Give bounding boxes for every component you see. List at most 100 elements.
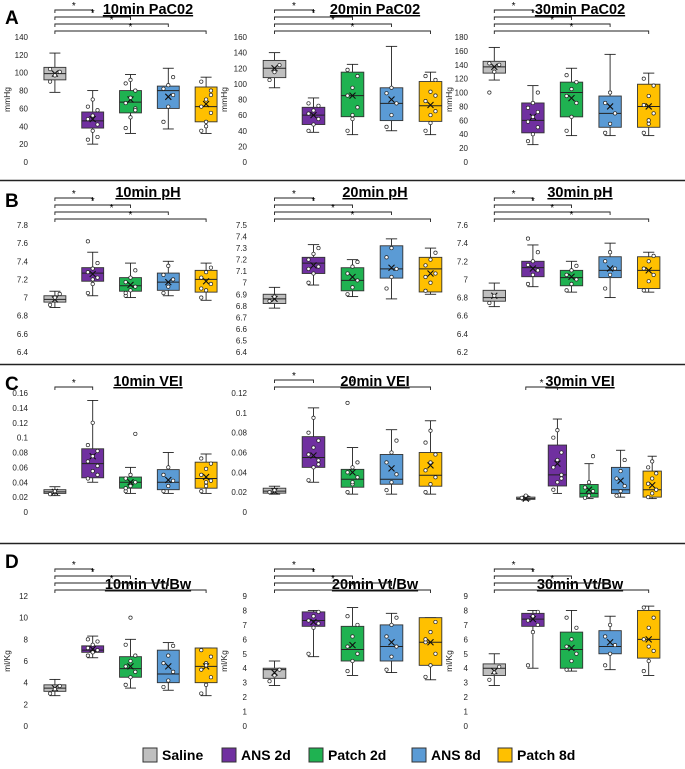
chart-10: 10min Vt/Bw 0 2 4 6 8 10 12 ml/Kg * * * * xyxy=(2,560,218,731)
data-point xyxy=(650,476,655,481)
data-point xyxy=(345,490,350,495)
significance-bracket: * xyxy=(54,189,94,201)
box-ans-8d xyxy=(156,260,180,297)
y-axis-label: mmHg xyxy=(2,87,12,112)
data-point xyxy=(128,675,133,680)
mean-marker xyxy=(349,92,356,99)
y-tick-label: 7.5 xyxy=(236,221,248,230)
data-point xyxy=(535,622,540,627)
data-point xyxy=(90,650,95,655)
data-point xyxy=(133,88,138,93)
mean-marker xyxy=(310,452,317,459)
y-tick-label: 6.4 xyxy=(17,348,29,357)
data-point xyxy=(123,290,128,296)
data-point xyxy=(530,272,535,277)
data-point xyxy=(423,468,428,473)
data-point xyxy=(161,489,166,494)
y-tick-label: 7 xyxy=(243,621,248,630)
significance-bracket: * xyxy=(54,210,207,222)
significance-star: * xyxy=(570,581,574,592)
data-point xyxy=(345,644,350,649)
data-point xyxy=(48,691,53,696)
data-point xyxy=(90,113,95,118)
data-point xyxy=(582,485,588,490)
data-point xyxy=(199,275,204,280)
significance-star: * xyxy=(312,196,316,207)
box-patch-8d xyxy=(194,647,218,697)
box-body xyxy=(482,663,506,676)
data-point xyxy=(57,683,62,688)
legend-swatch-patch-2d xyxy=(308,747,324,763)
mean-marker xyxy=(271,64,278,72)
significance-star: * xyxy=(110,203,114,214)
bracket-line xyxy=(493,23,611,27)
data-point xyxy=(171,478,176,483)
y-tick-label: 7.1 xyxy=(236,267,248,276)
data-point xyxy=(651,272,656,277)
data-point xyxy=(433,619,438,625)
box-ans-2d xyxy=(301,244,326,286)
y-tick-label: 2 xyxy=(24,700,29,709)
significance-star: * xyxy=(570,210,574,221)
significance-star: * xyxy=(129,210,133,221)
data-point xyxy=(171,75,176,80)
chart-12: 30min Vt/Bw 0 1 2 3 4 5 6 7 8 9 ml/Kg * * * * xyxy=(444,560,661,731)
box-saline xyxy=(43,290,67,308)
significance-bracket: * xyxy=(493,1,534,13)
mean-marker xyxy=(164,663,172,670)
data-point xyxy=(492,69,497,74)
data-point xyxy=(199,128,204,133)
data-point xyxy=(306,128,311,133)
mean-marker xyxy=(648,481,656,489)
data-point xyxy=(128,77,133,82)
box-ans-8d xyxy=(379,238,404,300)
data-point xyxy=(603,259,608,264)
y-tick-label: 5 xyxy=(464,650,469,659)
bracket-line xyxy=(54,211,169,215)
mean-marker xyxy=(127,281,134,289)
chart-title: 30min VEI xyxy=(545,374,614,390)
box-ans-8d xyxy=(610,449,631,498)
chart-title: 10min Vt/Bw xyxy=(105,577,192,593)
box-patch-8d xyxy=(637,251,661,293)
data-point xyxy=(530,630,535,635)
data-point xyxy=(95,639,100,644)
data-point xyxy=(433,93,438,98)
data-point xyxy=(612,111,618,116)
data-point xyxy=(48,79,53,84)
mean-marker xyxy=(310,618,317,626)
data-point xyxy=(133,480,138,485)
data-point xyxy=(204,480,209,485)
box-patch-8d xyxy=(418,247,443,295)
significance-star: * xyxy=(292,1,296,12)
mean-marker xyxy=(427,462,434,469)
data-point xyxy=(603,663,608,668)
bracket-line xyxy=(493,568,534,572)
significance-star: * xyxy=(331,574,335,585)
significance-star: * xyxy=(91,196,95,207)
mean-marker xyxy=(427,638,434,646)
mean-marker xyxy=(388,264,395,272)
mean-marker xyxy=(606,265,614,272)
data-point xyxy=(608,272,613,277)
significance-star: * xyxy=(72,189,76,200)
legend-swatch-ans-2d xyxy=(221,747,237,763)
data-point xyxy=(350,658,355,664)
significance-star: * xyxy=(110,15,114,26)
data-point xyxy=(199,648,204,653)
box-body xyxy=(379,245,404,279)
significance-star: * xyxy=(531,196,535,207)
y-tick-label: 0 xyxy=(24,508,29,517)
bracket-line xyxy=(274,9,314,13)
mean-marker xyxy=(127,663,134,670)
bracket-line xyxy=(525,386,558,390)
y-tick-label: 6.4 xyxy=(457,330,469,339)
data-point xyxy=(525,281,531,287)
significance-bracket: * xyxy=(54,567,131,579)
chart-title: 10min VEI xyxy=(113,374,182,390)
y-tick-label: 0.02 xyxy=(231,488,247,497)
significance-star: * xyxy=(351,22,355,33)
data-point xyxy=(85,270,90,275)
data-point xyxy=(204,466,209,471)
data-point xyxy=(612,643,618,648)
